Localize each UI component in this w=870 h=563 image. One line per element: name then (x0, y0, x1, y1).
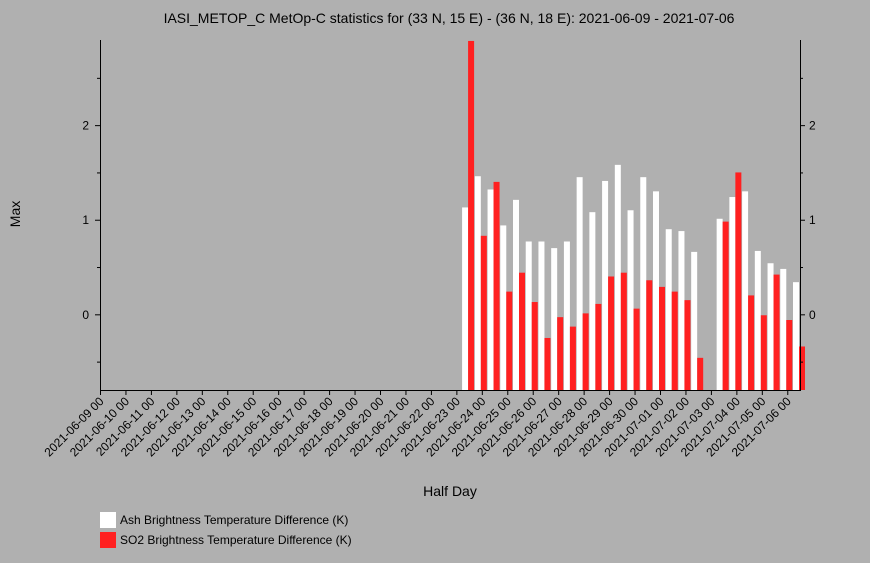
ash-bar (614, 164, 621, 390)
so2-bar (506, 291, 513, 390)
ash-bar (767, 263, 774, 390)
so2-bar (608, 276, 615, 390)
ash-bar (678, 231, 685, 390)
ash-bar (780, 268, 787, 390)
so2-bar (697, 357, 704, 390)
so2-bar (786, 320, 793, 390)
ash-bar (665, 229, 672, 390)
ash-bar (538, 241, 545, 390)
so2-bar (633, 308, 640, 390)
ash-bar (627, 210, 634, 390)
y-tick-label-right: 2 (809, 119, 816, 133)
y-tick-label-left: 0 (82, 308, 89, 322)
chart-title: IASI_METOP_C MetOp-C statistics for (33 … (164, 10, 735, 26)
so2-bar (735, 172, 742, 390)
ash-bar (513, 199, 519, 390)
legend: Ash Brightness Temperature Difference (K… (100, 512, 352, 548)
legend-label-ash: Ash Brightness Temperature Difference (K… (120, 513, 348, 527)
ash-bar (793, 282, 799, 390)
so2-bar (722, 221, 729, 390)
so2-bar (595, 303, 602, 390)
ash-bar (716, 218, 723, 390)
ash-bar (742, 191, 749, 390)
so2-bar (620, 272, 627, 390)
ash-bar (474, 176, 481, 390)
so2-bar (480, 235, 487, 390)
so2-bar (799, 346, 805, 390)
y-axis-label: Max (7, 201, 23, 227)
so2-bar (531, 302, 538, 390)
y-tick-label-left: 1 (82, 213, 89, 227)
so2-bar (748, 295, 755, 390)
ash-bar (551, 248, 558, 390)
bars-layer (462, 40, 805, 390)
y-tick-label-right: 0 (809, 308, 816, 322)
ash-bar (754, 250, 761, 390)
so2-bar (684, 300, 691, 390)
so2-bar (544, 337, 551, 390)
y-tick-label-left: 2 (82, 119, 89, 133)
legend-swatch-ash (100, 512, 116, 528)
so2-bar (671, 291, 678, 390)
y-tick-label-right: 1 (809, 213, 816, 227)
so2-bar (519, 272, 525, 390)
ash-bar (640, 177, 647, 390)
legend-swatch-so2 (100, 532, 116, 548)
ash-bar (589, 212, 596, 390)
so2-bar (773, 274, 780, 390)
ash-bar (602, 180, 609, 390)
so2-bar (646, 280, 653, 390)
so2-bar (659, 286, 665, 390)
ash-bar (500, 225, 507, 390)
x-axis-label: Half Day (423, 483, 477, 499)
so2-bar (493, 181, 500, 390)
ash-bar (576, 177, 583, 390)
ash-bar (729, 197, 736, 390)
ash-bar (563, 241, 570, 390)
so2-bar (569, 326, 576, 390)
ash-bar (653, 191, 659, 390)
so2-bar (557, 317, 564, 390)
ash-bar (462, 207, 469, 390)
ash-bar (691, 251, 698, 390)
so2-bar (582, 313, 589, 390)
ash-bar (525, 241, 532, 390)
so2-bar (760, 315, 767, 390)
so2-bar (468, 40, 475, 390)
legend-label-so2: SO2 Brightness Temperature Difference (K… (120, 533, 352, 547)
ash-bar (487, 189, 494, 390)
